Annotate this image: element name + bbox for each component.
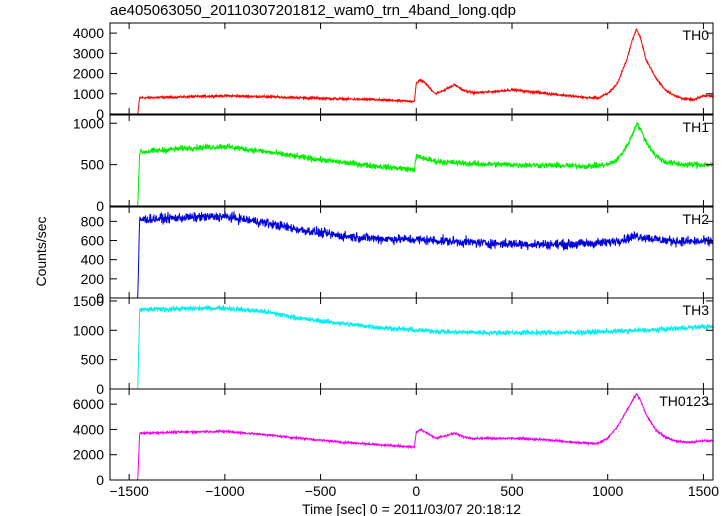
y-tick-label: 1000 [73, 86, 104, 102]
y-tick-label: 4000 [73, 25, 104, 41]
panel-th3: 0 500 1000 1500 TH3 [73, 293, 714, 397]
y-tick-label: 2000 [73, 66, 104, 82]
y-tick-label: 0 [96, 106, 104, 122]
series-line-th2 [110, 210, 713, 298]
series-line-th0 [110, 28, 713, 114]
series-line-th0123 [110, 392, 713, 480]
y-tick-label: 200 [81, 271, 105, 287]
panel-frame [109, 297, 714, 390]
y-tick-label: 6000 [73, 396, 104, 412]
x-tick-label: −1500 [109, 483, 149, 499]
panel-frame [109, 388, 714, 481]
panel-th0123: 0 2000 4000 6000 TH0123 [73, 388, 714, 488]
panel-label: TH3 [683, 302, 710, 318]
y-axis-label: Counts/sec [33, 216, 49, 286]
panel-label: TH0 [683, 27, 710, 43]
x-tick-label: 500 [500, 483, 524, 499]
series-line-th3 [110, 304, 713, 389]
y-tick-label: 1000 [73, 322, 104, 338]
x-tick-label: 1500 [688, 483, 719, 499]
panel-label: TH0123 [659, 393, 709, 409]
y-tick-label: 500 [81, 352, 105, 368]
panel-th0: 0 1000 2000 3000 4000 TH0 [73, 22, 714, 122]
panel-label: TH1 [683, 119, 710, 135]
x-tick-label: −1000 [205, 483, 245, 499]
y-tick-label: 0 [96, 381, 104, 397]
panel-th2: 0 200 400 600 800 TH2 [81, 206, 714, 306]
y-tick-label: 1000 [73, 115, 104, 131]
panel-th1: 0 500 1000 TH1 [73, 114, 714, 214]
y-tick-label: 0 [96, 198, 104, 214]
y-tick-label: 1500 [73, 293, 104, 309]
panel-frame [109, 114, 714, 207]
series-line-th1 [110, 122, 713, 206]
y-tick-label: 3000 [73, 45, 104, 61]
panel-frame [109, 22, 714, 115]
y-tick-label: 800 [81, 213, 105, 229]
x-tick-label: 0 [412, 483, 420, 499]
y-tick-label: 500 [81, 157, 105, 173]
x-axis-label: Time [sec] 0 = 2011/03/07 20:18:12 [302, 501, 521, 516]
y-tick-label: 0 [96, 472, 104, 488]
y-tick-label: 600 [81, 233, 105, 249]
chart-title: ae405063050_20110307201812_wam0_trn_4ban… [110, 2, 516, 19]
y-tick-label: 0 [96, 290, 104, 306]
y-tick-label: 2000 [73, 447, 104, 463]
x-tick-label: 1000 [592, 483, 623, 499]
y-tick-label: 4000 [73, 421, 104, 437]
panel-label: TH2 [683, 211, 710, 227]
y-tick-label: 400 [81, 252, 105, 268]
x-tick-label: −500 [305, 483, 337, 499]
